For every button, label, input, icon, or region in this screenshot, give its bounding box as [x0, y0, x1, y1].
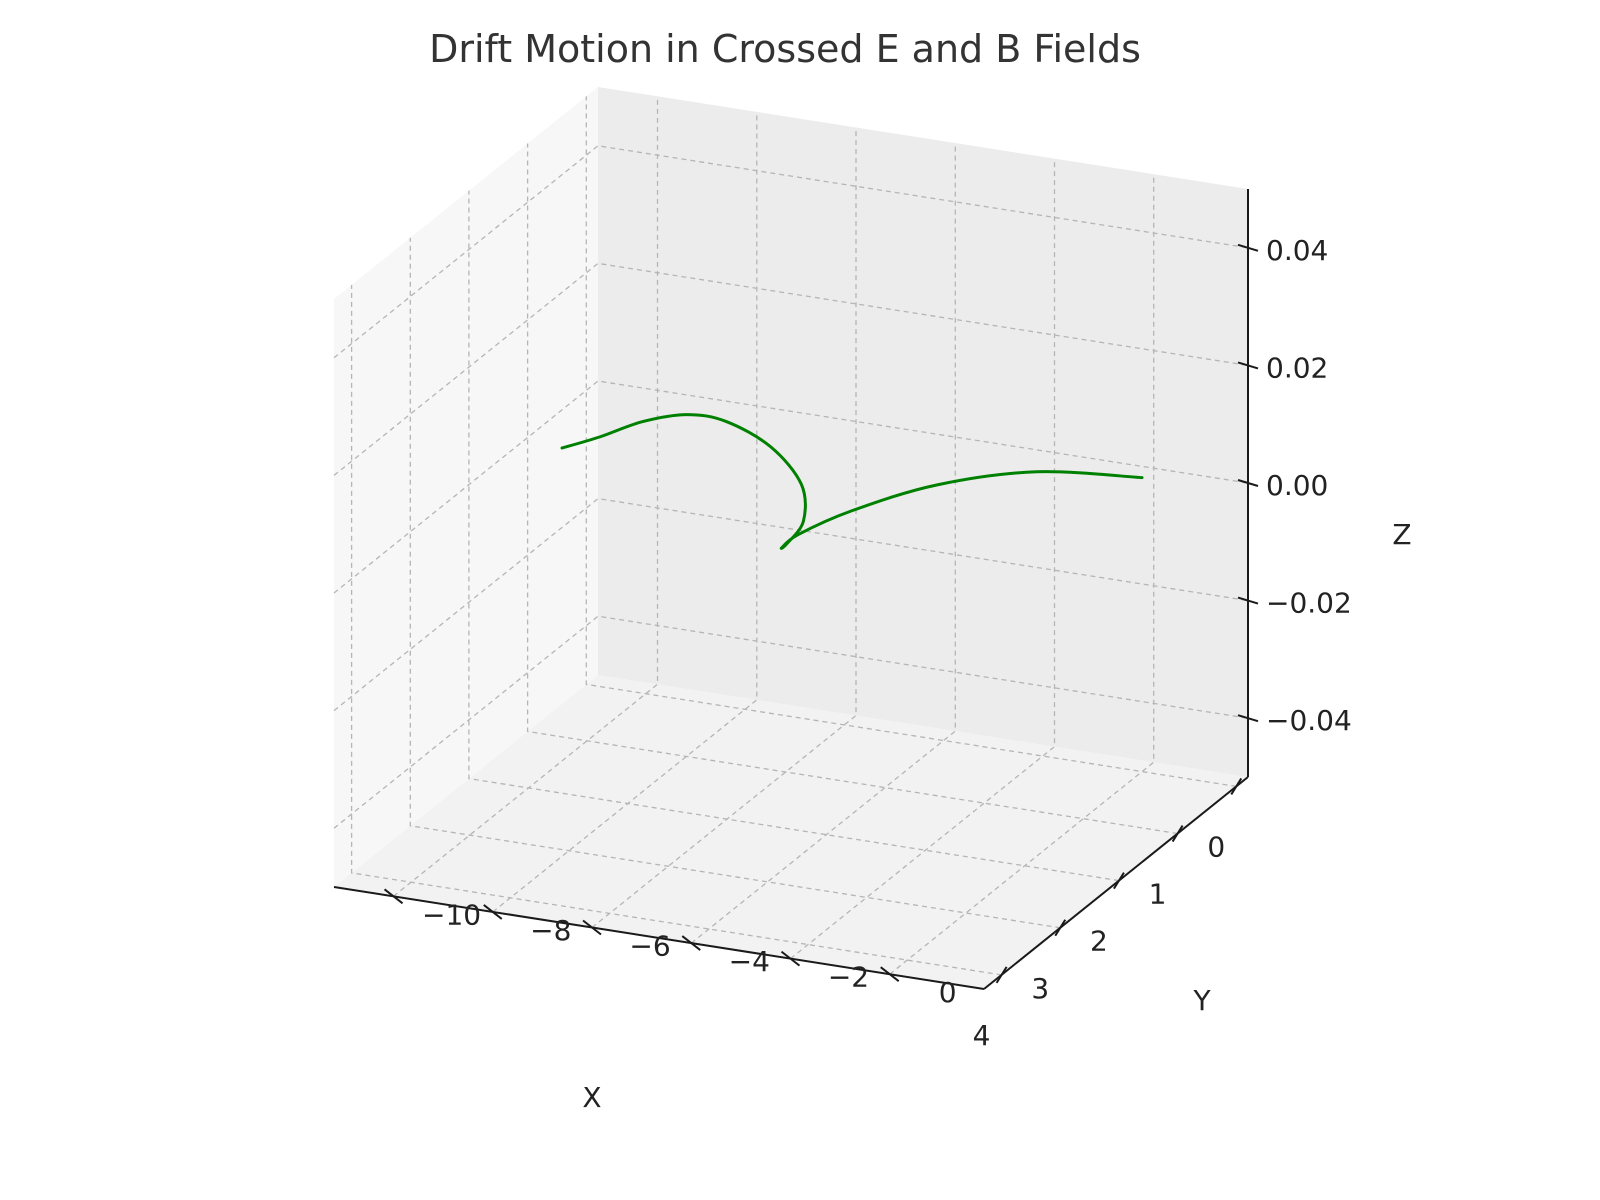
x-tick	[1171, 825, 1184, 843]
z-grid-line	[333, 145, 1249, 359]
z-tick	[1237, 479, 1259, 487]
z-grid-line	[333, 262, 1249, 476]
y-tick	[383, 888, 404, 905]
x-axis-label: X	[582, 1081, 601, 1114]
z-tick-label: 0.02	[1266, 351, 1328, 384]
z-tick-label: −0.04	[1266, 704, 1352, 737]
y-tick-label: −10	[422, 898, 481, 931]
trajectory-curve	[560, 413, 1144, 550]
x-tick-label: 3	[1031, 972, 1049, 1005]
y-grid-line	[690, 143, 956, 944]
x-tick-label: 4	[973, 1019, 991, 1052]
y-tick-label: −4	[729, 945, 770, 978]
x-grid-line	[585, 96, 1237, 788]
x-grid-line	[409, 237, 1061, 929]
y-axis-label: Y	[1192, 984, 1211, 1017]
x-tick-label: 1	[1149, 878, 1167, 911]
y-tick	[681, 935, 701, 951]
grid-lines	[333, 96, 1249, 976]
x-tick	[1113, 872, 1125, 890]
left-pane	[334, 87, 598, 887]
z-tick	[1237, 714, 1259, 723]
z-tick-label: −0.02	[1266, 587, 1352, 620]
z-grid-line	[333, 615, 1249, 829]
x-tick	[995, 966, 1008, 984]
z-grid-line	[333, 497, 1249, 712]
y-axis-line	[333, 886, 985, 990]
chart-title: Drift Motion in Crossed E and B Fields	[429, 27, 1141, 71]
y-tick	[483, 904, 503, 920]
z-grid-line	[333, 380, 1249, 594]
x-tick	[1054, 919, 1067, 937]
y-tick-label: −2	[828, 961, 869, 994]
x-axis-line	[983, 776, 1249, 990]
y-grid-line	[492, 111, 758, 913]
x-tick	[1230, 777, 1243, 795]
series-line	[560, 413, 1144, 550]
x-tick-label: 2	[1090, 925, 1108, 958]
y-grid-line	[393, 96, 659, 897]
y-tick-label: −8	[530, 914, 571, 947]
z-tick	[1237, 596, 1259, 605]
y-tick-label: 0	[939, 976, 957, 1009]
z-axis-label: Z	[1392, 518, 1411, 551]
z-tick-label: 0.04	[1266, 234, 1328, 267]
y-grid-line	[591, 127, 857, 929]
y-grid-line	[889, 174, 1155, 975]
axes	[333, 189, 1259, 990]
x-grid-line	[350, 284, 1002, 976]
z-tick-label: 0.00	[1266, 469, 1328, 502]
y-tick-label: −6	[629, 929, 670, 962]
x-grid-line	[526, 143, 1178, 835]
floor-pane	[334, 675, 1248, 989]
x-grid-line	[468, 190, 1120, 882]
z-tick	[1237, 361, 1259, 370]
y-tick	[582, 919, 602, 936]
y-tick	[880, 966, 900, 982]
z-tick	[1237, 243, 1259, 252]
y-tick	[780, 950, 801, 967]
y-grid-line	[790, 158, 1056, 960]
x-tick-label: 0	[1207, 830, 1225, 863]
